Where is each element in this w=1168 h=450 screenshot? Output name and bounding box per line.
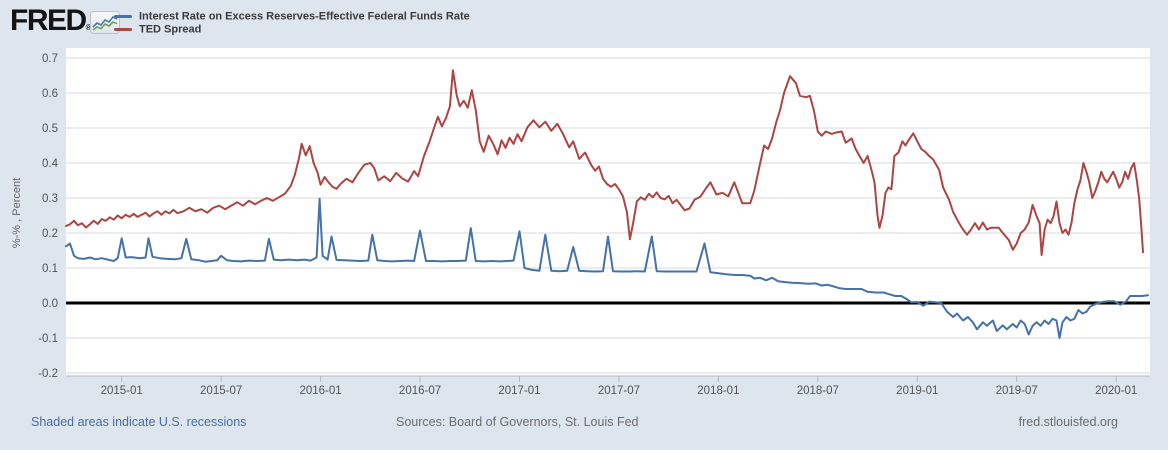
legend-swatch-blue bbox=[114, 15, 132, 19]
y-tick-label: 0.6 bbox=[42, 88, 58, 100]
y-axis-title: %-% , Percent bbox=[11, 178, 23, 248]
y-tick-label: -0.1 bbox=[38, 333, 58, 345]
x-tick-label: 2019-01 bbox=[896, 385, 938, 397]
legend-item-ted-spread: TED Spread bbox=[114, 23, 470, 36]
x-tick-label: 2017-01 bbox=[498, 385, 540, 397]
registered-mark: ® bbox=[85, 23, 92, 32]
y-tick-label: -0.2 bbox=[38, 368, 58, 380]
series-line-ted-spread bbox=[65, 69, 1144, 256]
chart-header: FRED® Interest Rate on Excess Reserves-E… bbox=[0, 0, 1168, 46]
x-tick-label: 2015-07 bbox=[200, 385, 242, 397]
y-tick-label: 0.2 bbox=[42, 228, 58, 240]
x-tick-label: 2019-07 bbox=[996, 385, 1038, 397]
x-tick-label: 2017-07 bbox=[598, 385, 640, 397]
y-tick-label: 0.4 bbox=[42, 158, 59, 170]
series-line-interest-rate-on-excess-reserves-effecti bbox=[65, 197, 1149, 339]
y-tick-label: 0.1 bbox=[42, 263, 58, 275]
x-tick-label: 2018-07 bbox=[797, 385, 839, 397]
legend-swatch-red bbox=[114, 28, 132, 32]
y-tick-label: 0.3 bbox=[42, 193, 58, 205]
x-tick-label: 2020-01 bbox=[1095, 385, 1137, 397]
legend-item-interest-rate-spread: Interest Rate on Excess Reserves-Effecti… bbox=[114, 10, 470, 23]
chart-plot-area[interactable] bbox=[66, 48, 1150, 376]
sources-text: Sources: Board of Governors, St. Louis F… bbox=[396, 415, 639, 429]
x-tick-label: 2016-07 bbox=[399, 385, 441, 397]
chart-legend: Interest Rate on Excess Reserves-Effecti… bbox=[114, 10, 470, 36]
legend-label: Interest Rate on Excess Reserves-Effecti… bbox=[139, 10, 470, 23]
fred-site-link[interactable]: fred.stlouisfed.org bbox=[1018, 415, 1118, 429]
y-tick-label: 0.0 bbox=[42, 298, 58, 310]
fred-logo-chart-icon bbox=[90, 11, 120, 34]
recession-note-link[interactable]: Shaded areas indicate U.S. recessions bbox=[31, 415, 247, 429]
fred-logo-text: FRED bbox=[10, 4, 87, 37]
y-tick-label: 0.7 bbox=[42, 53, 58, 65]
y-tick-label: 0.5 bbox=[42, 123, 58, 135]
x-tick-label: 2015-01 bbox=[101, 385, 143, 397]
legend-label: TED Spread bbox=[139, 23, 202, 36]
chart-footer: Shaded areas indicate U.S. recessions So… bbox=[0, 415, 1168, 435]
fred-logo: FRED® bbox=[10, 4, 92, 38]
x-tick-label: 2018-01 bbox=[697, 385, 739, 397]
x-tick-label: 2016-01 bbox=[299, 385, 341, 397]
